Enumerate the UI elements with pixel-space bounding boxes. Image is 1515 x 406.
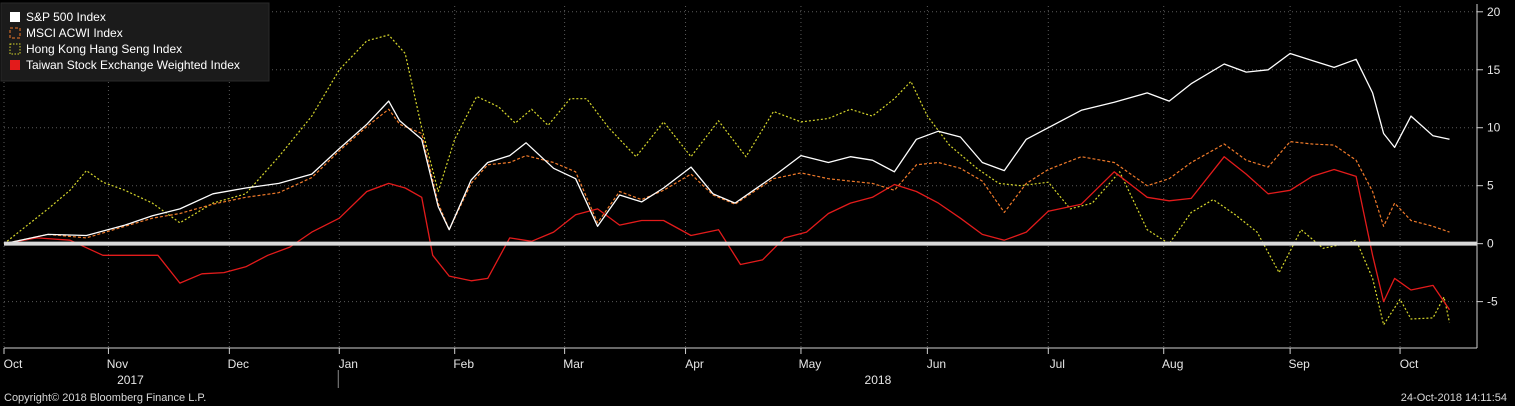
legend[interactable]: S&P 500 Index MSCI ACWI Index Hong Kong Ha… [0,2,270,82]
x-tick-label: Jan [339,357,358,371]
legend-label-hangseng: Hong Kong Hang Seng Index [26,42,182,56]
x-axis: Oct Nov Dec Jan Feb Mar Apr May Jun Jul Aug Sep Oct 2… [3,347,1477,388]
timestamp-text: 24-Oct-2018 14:11:54 [1400,392,1507,404]
series-line-sp500 [3,52,1450,245]
x-tick-label: May [799,357,822,371]
legend-swatch-hangseng [9,43,21,55]
y-tick-label: 10 [1487,121,1501,135]
legend-swatch-sp500 [10,12,20,22]
y-tick-label: 0 [1487,237,1494,251]
x-tick-label: Oct [1400,357,1419,371]
y-tick-label: 15 [1487,63,1501,77]
x-tick-label: Mar [563,357,584,371]
x-tick-label: Aug [1162,357,1183,371]
y-tick-label: 20 [1487,5,1501,19]
x-tick-label: Jun [927,357,946,371]
series-line-msci-acwi [3,108,1450,245]
x-tick-label: Apr [685,357,704,371]
legend-swatch-msci [9,27,21,39]
x-tick-label: Oct [4,357,23,371]
legend-label-msci: MSCI ACWI Index [26,26,123,40]
y-tick-label: 5 [1487,179,1494,193]
year-label: 2017 [117,373,144,387]
legend-box [0,2,270,82]
series-line-hang-seng [3,34,1451,326]
legend-swatch-taiwan [10,60,20,70]
x-tick-label: Nov [107,357,128,371]
series-line-taiwan [3,156,1451,311]
x-tick-label: Sep [1288,357,1310,371]
series-layer [3,34,1451,326]
copyright-text: Copyright© 2018 Bloomberg Finance L.P. [4,392,207,404]
y-tick-label: -5 [1487,295,1498,309]
line-chart: -5 0 5 10 15 20 Oct Nov Dec Jan Feb Mar Apr May Jun Ju… [0,2,1501,388]
y-axis: -5 0 5 10 15 20 [1476,4,1501,348]
legend-label-sp500: S&P 500 Index [26,10,106,24]
x-tick-label: Feb [453,357,474,371]
x-tick-label: Dec [228,357,249,371]
legend-label-taiwan: Taiwan Stock Exchange Weighted Index [26,58,240,72]
year-label: 2018 [865,373,892,387]
x-tick-label: Jul [1050,357,1065,371]
